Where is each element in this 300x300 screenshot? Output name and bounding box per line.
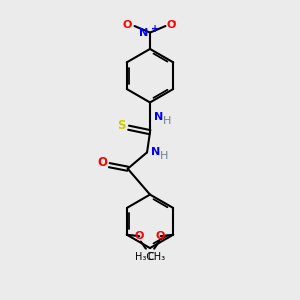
Text: N: N	[151, 147, 160, 158]
Text: S: S	[117, 119, 126, 132]
Text: H₃C: H₃C	[134, 252, 153, 262]
Text: N: N	[139, 28, 148, 38]
Text: O: O	[156, 231, 165, 241]
Text: N: N	[154, 112, 163, 122]
Text: CH₃: CH₃	[147, 252, 166, 262]
Text: +: +	[152, 24, 160, 34]
Text: H: H	[160, 151, 169, 161]
Text: -: -	[171, 16, 176, 27]
Text: H: H	[163, 116, 172, 126]
Text: O: O	[166, 20, 175, 30]
Text: O: O	[97, 156, 107, 169]
Text: O: O	[135, 231, 144, 241]
Text: O: O	[122, 20, 132, 30]
